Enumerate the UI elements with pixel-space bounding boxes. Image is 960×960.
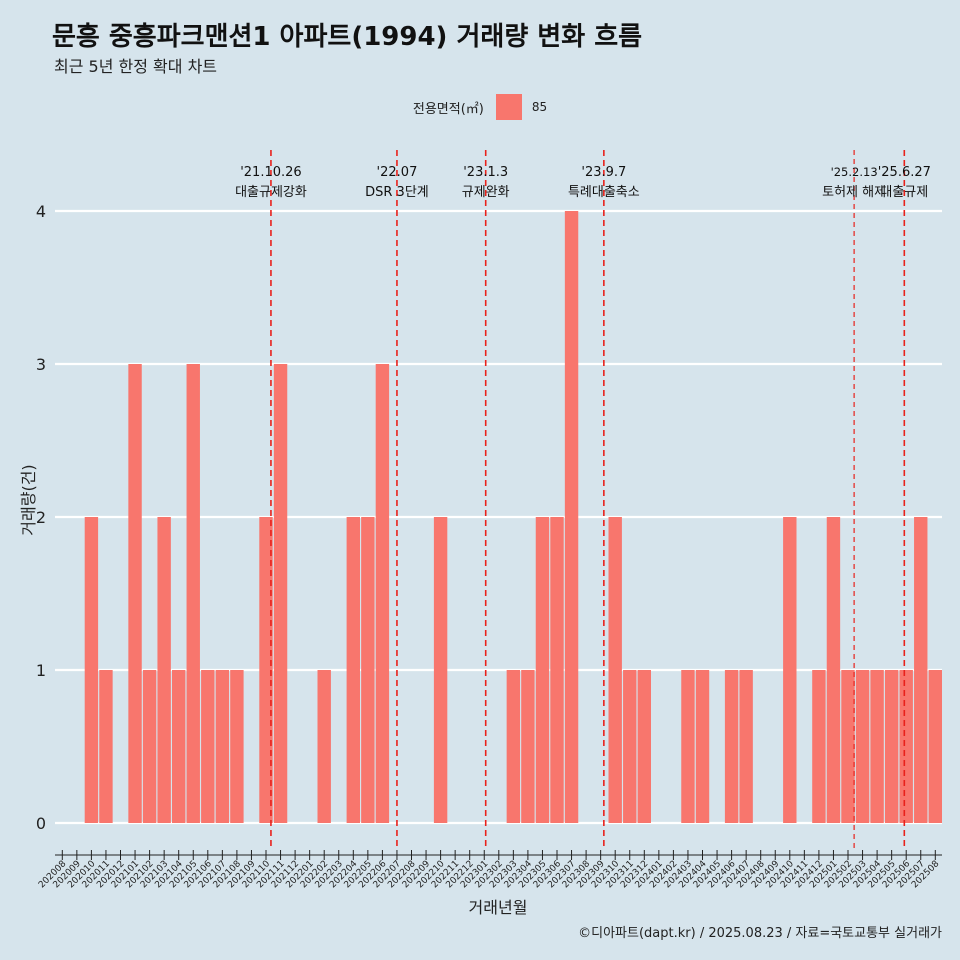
bar <box>201 670 215 823</box>
y-tick-label: 0 <box>36 814 46 833</box>
bar <box>841 670 855 823</box>
bar <box>157 517 171 823</box>
y-tick-label: 4 <box>36 202 46 221</box>
bar <box>84 517 99 823</box>
bar <box>550 517 564 823</box>
source-caption: ©디아파트(dapt.kr) / 2025.08.23 / 자료=국토교통부 실… <box>578 926 942 941</box>
event-date-label: '25.6.27 <box>878 165 931 180</box>
bar <box>506 670 521 823</box>
bar <box>637 670 651 823</box>
event-text-label: DSR 3단계 <box>365 185 429 200</box>
bar <box>273 364 288 823</box>
bar <box>172 670 186 823</box>
bar <box>623 670 637 823</box>
bar <box>899 670 913 823</box>
event-date-label: '23.1.3 <box>463 165 508 180</box>
bar <box>914 517 928 823</box>
bar <box>215 670 230 823</box>
event-text-label: 규제완화 <box>462 185 510 200</box>
bar <box>535 517 550 823</box>
bar <box>99 670 113 823</box>
bar <box>361 517 375 823</box>
bar <box>855 670 870 823</box>
bar <box>230 670 244 823</box>
chart-title: 문흥 중흥파크맨션1 아파트(1994) 거래량 변화 흐름 <box>52 22 643 52</box>
bar <box>317 670 331 823</box>
bar <box>884 670 899 823</box>
event-date-label: '25.2.13 <box>831 165 878 179</box>
event-date-label: '22.07 <box>377 165 418 180</box>
bar <box>608 517 622 823</box>
legend-key-swatch <box>495 94 522 120</box>
bar <box>928 670 942 823</box>
bar <box>142 670 157 823</box>
bar <box>259 517 273 823</box>
y-tick-label: 2 <box>36 508 46 527</box>
legend-entry-label: 85 <box>531 100 548 114</box>
legend: 전용면적(㎡) 85 <box>0 92 960 122</box>
bar <box>564 211 579 823</box>
event-text-label: 토허제 해제 <box>822 185 886 200</box>
legend-title: 전용면적(㎡) <box>412 101 484 117</box>
chart-subtitle: 최근 5년 한정 확대 차트 <box>54 57 218 76</box>
bar <box>695 670 710 823</box>
event-date-label: '21.10.26 <box>240 165 301 180</box>
x-axis-title: 거래년월 <box>469 898 528 917</box>
bar <box>739 670 753 823</box>
bar <box>724 670 739 823</box>
bar <box>681 670 695 823</box>
bar <box>346 517 360 823</box>
event-text-label: 대출규제강화 <box>235 185 307 200</box>
y-tick-label: 1 <box>36 661 46 680</box>
bar <box>433 517 448 823</box>
event-text-label: 대출규제 <box>880 185 928 200</box>
bar <box>826 517 841 823</box>
bar <box>870 670 884 823</box>
event-text-label: 특례대출축소 <box>568 185 640 200</box>
bar <box>521 670 535 823</box>
bar <box>375 364 390 823</box>
bar <box>783 517 797 823</box>
bar <box>128 364 142 823</box>
y-axis-title: 거래량(건) <box>19 464 38 535</box>
event-date-label: '23.9.7 <box>581 165 626 180</box>
y-tick-label: 3 <box>36 355 46 374</box>
bar <box>812 670 826 823</box>
bar <box>186 364 200 823</box>
